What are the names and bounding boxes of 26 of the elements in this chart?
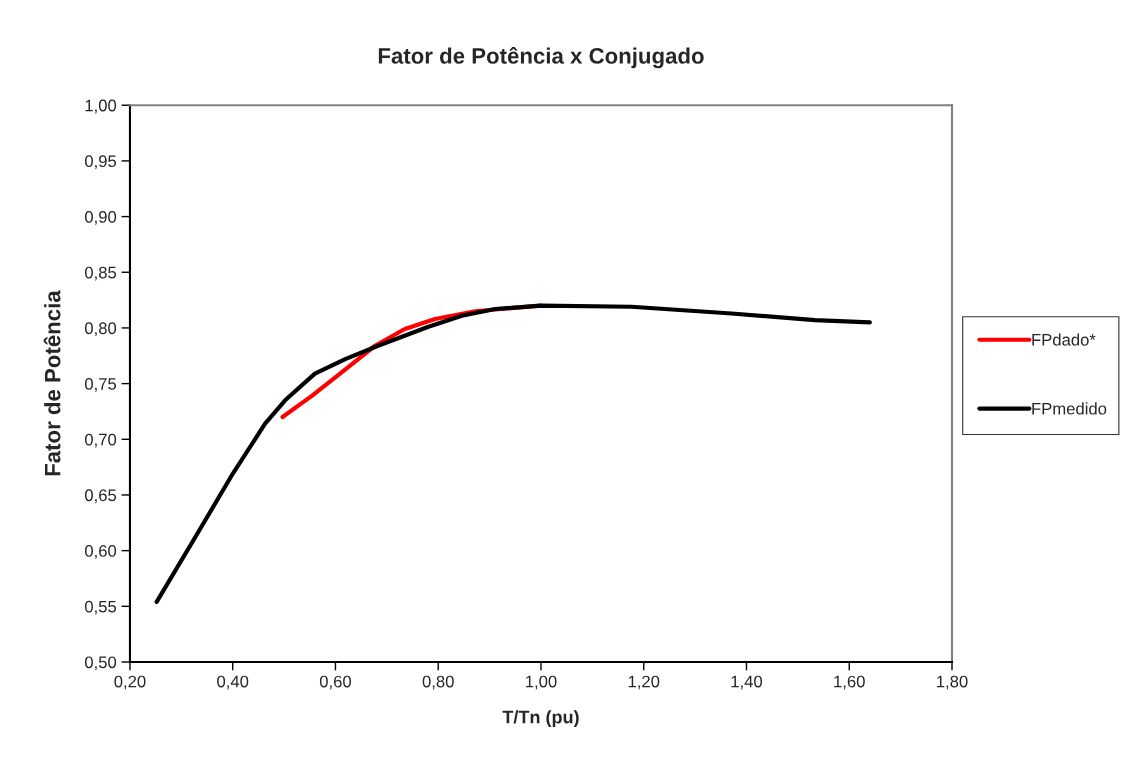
x-tick-label: 1,00 — [526, 675, 557, 690]
y-tick-label: 0,85 — [84, 266, 117, 281]
x-tick-label: 0,20 — [114, 675, 146, 690]
chart-title: Fator de Potência x Conjugado — [378, 46, 704, 69]
x-tick-label: 1,40 — [731, 675, 763, 690]
y-tick-label: 0,65 — [84, 489, 117, 504]
x-tick-label: 0,60 — [319, 675, 352, 690]
y-tick-label: 0,75 — [84, 378, 117, 392]
y-tick-label: 0,70 — [84, 433, 117, 448]
x-tick-label: 1,80 — [937, 675, 968, 690]
y-tick-label: 0,60 — [84, 545, 117, 559]
y-tick-label: 1,00 — [85, 99, 117, 114]
legend-label: FPdado* — [1032, 333, 1096, 346]
y-tick-label: 0,55 — [84, 600, 117, 615]
y-tick-label: 0,80 — [84, 322, 117, 337]
x-tick-label: 0,40 — [217, 675, 249, 690]
y-tick-label: 0,95 — [84, 155, 117, 170]
x-tick-label: 1,20 — [628, 675, 660, 690]
y-tick-label: 0,90 — [84, 210, 117, 225]
x-axis-title: T/Tn (pu) — [502, 710, 579, 727]
x-tick-label: 1,60 — [834, 675, 865, 690]
line-series — [154, 303, 872, 604]
y-tick-label: 0,50 — [84, 656, 117, 671]
y-axis-title: Fator de Potência — [43, 290, 61, 476]
legend-label: FPmedido — [1032, 402, 1107, 415]
x-tick-label: 0,80 — [422, 675, 454, 690]
